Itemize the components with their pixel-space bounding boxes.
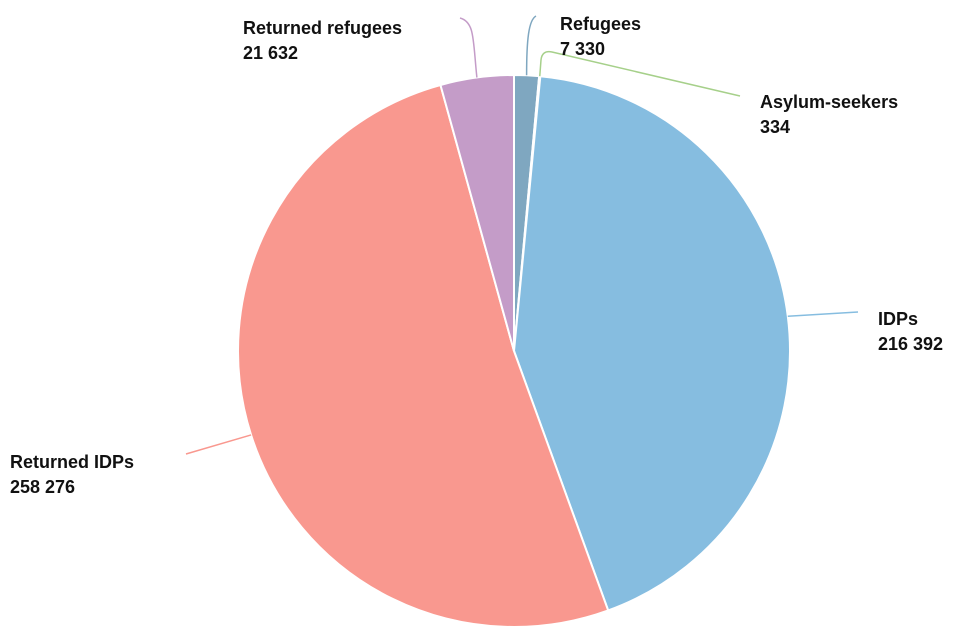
pie-slices	[237, 73, 791, 627]
slice-name: Asylum-seekers	[760, 92, 898, 112]
slice-label-refugees: Refugees 7 330	[560, 14, 641, 59]
pie-slice-returned-idps	[237, 83, 610, 627]
leader-lines	[185, 15, 859, 455]
slice-name: Returned IDPs	[10, 452, 134, 472]
slice-name: Returned refugees	[243, 18, 402, 38]
slice-label-returned-idps: Returned IDPs 258 276	[10, 452, 134, 497]
leader-line-asylum-seekers	[539, 50, 741, 97]
leader-line-idps	[787, 311, 859, 317]
slice-label-idps: IDPs 216 392	[878, 309, 943, 354]
slice-label-asylum-seekers: Asylum-seekers 334	[760, 92, 898, 137]
slice-value: 258 276	[10, 477, 75, 497]
slice-name: IDPs	[878, 309, 918, 329]
leader-line-refugees	[525, 15, 537, 76]
slice-value: 21 632	[243, 43, 298, 63]
leader-line-returned-idps	[185, 434, 252, 455]
slice-label-returned-refugees: Returned refugees 21 632	[243, 18, 402, 63]
slice-name: Refugees	[560, 14, 641, 34]
leader-line-returned-refugees	[459, 17, 478, 78]
slice-value: 334	[760, 117, 790, 137]
slice-labels: Refugees 7 330 Asylum-seekers 334 IDPs 216 39…	[10, 14, 943, 497]
slice-value: 7 330	[560, 39, 605, 59]
pie-slice-returned-refugees	[439, 73, 515, 352]
slice-value: 216 392	[878, 334, 943, 354]
